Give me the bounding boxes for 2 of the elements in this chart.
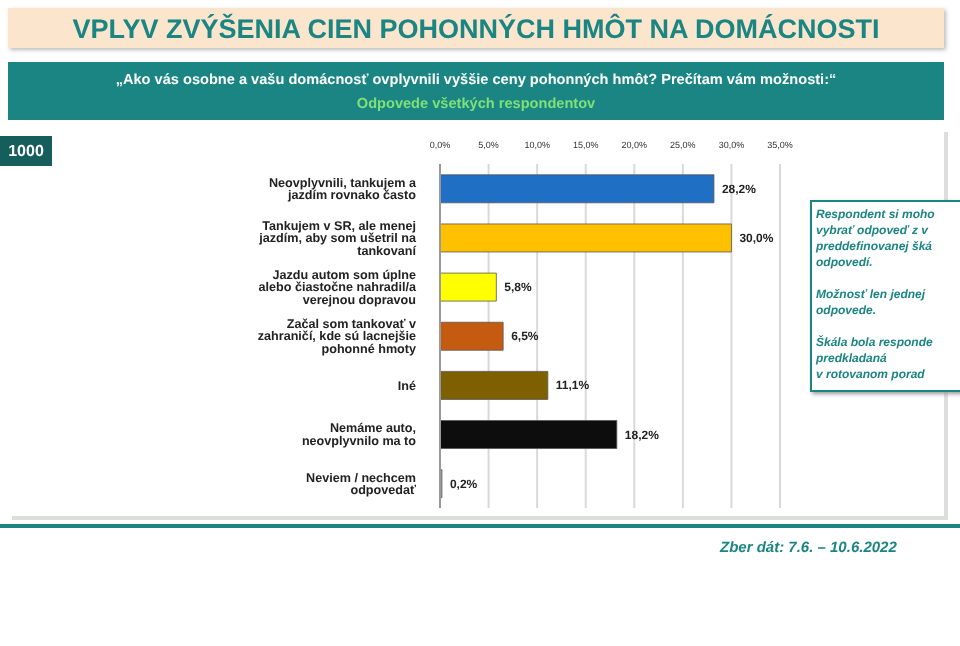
- text: 1000: [0, 136, 52, 166]
- chart-title: VPLYV ZVÝŠENIA CIEN POHONNÝCH HMÔT NA DOMÁCNOSTI: [8, 8, 944, 48]
